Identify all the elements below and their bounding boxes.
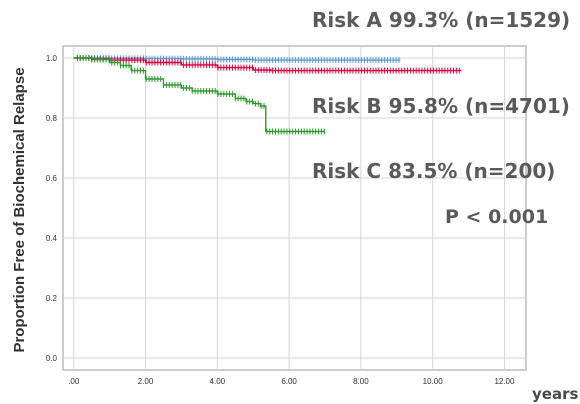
y-tick-label: 0.2 <box>46 294 58 303</box>
y-axis-label-container: Proportion Free of Biochemical Relapse <box>11 67 28 352</box>
y-tick-label: 0.0 <box>46 354 58 363</box>
y-tick-label: 1.0 <box>46 54 58 63</box>
x-tick-labels: .00 2.00 4.00 6.00 8.00 10.00 12.00 <box>68 377 515 386</box>
x-tick-label: 8.00 <box>353 377 369 386</box>
x-tick-label: 2.00 <box>138 377 154 386</box>
y-tick-label: 0.6 <box>46 174 58 183</box>
risk-a-annotation: Risk A 99.3% (n=1529) <box>312 8 571 32</box>
x-tick-label: 4.00 <box>210 377 226 386</box>
x-tick-label: 10.00 <box>423 377 444 386</box>
risk-b-annotation: Risk B 95.8% (n=4701) <box>312 94 570 118</box>
y-axis-label: Proportion Free of Biochemical Relapse <box>11 67 28 352</box>
risk-c-censor-marks <box>76 55 325 135</box>
risk-c-annotation: Risk C 83.5% (n=200) <box>312 159 556 183</box>
p-value-annotation: P < 0.001 <box>445 206 549 228</box>
plot-area <box>62 45 527 371</box>
x-tick-label: 12.00 <box>494 377 515 386</box>
y-tick-label: 0.4 <box>46 234 58 243</box>
grid <box>63 46 526 370</box>
x-axis-unit-label: years <box>532 385 579 403</box>
y-tick-labels: 0.0 0.2 0.4 0.6 0.8 1.0 <box>46 54 58 363</box>
y-tick-label: 0.8 <box>46 114 58 123</box>
x-tick-label: 6.00 <box>281 377 297 386</box>
x-tick-label: .00 <box>68 377 80 386</box>
survival-curves <box>73 55 462 135</box>
